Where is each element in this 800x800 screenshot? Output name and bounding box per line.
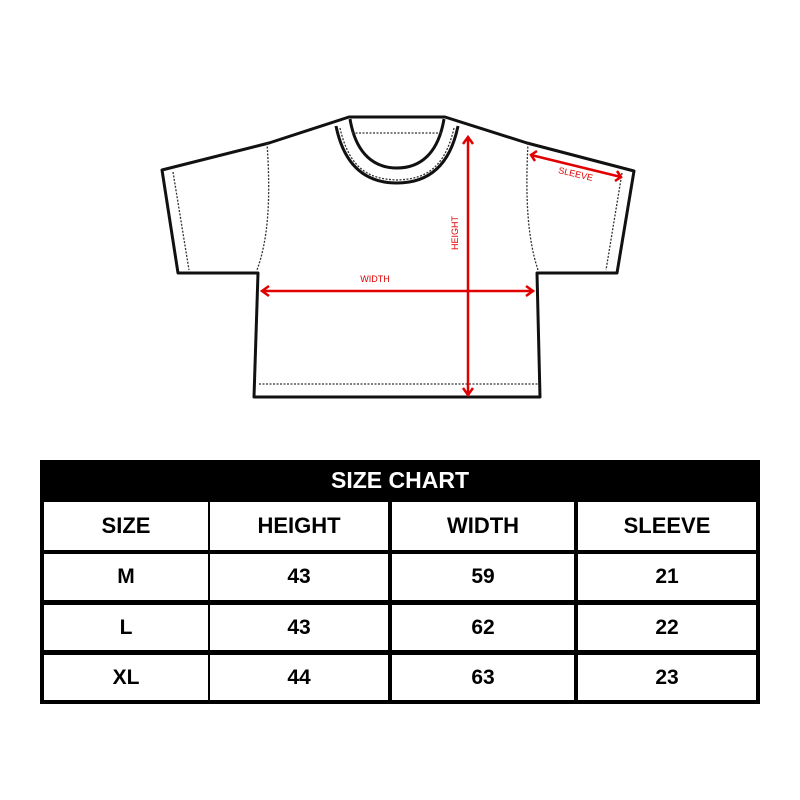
stitching (172, 127, 623, 385)
height-arrow (461, 134, 475, 398)
table-cell: L (44, 605, 208, 650)
table-title: SIZE CHART (331, 467, 469, 493)
size-chart-table: SIZE CHART SIZE HEIGHT WIDTH SLEEVE M 43 59 21 L… (40, 460, 760, 704)
column-header: WIDTH (392, 502, 574, 550)
column-header: SIZE (44, 502, 208, 550)
table-cell: XL (44, 655, 208, 700)
table-cell: 22 (578, 605, 756, 650)
table-cell: 62 (392, 605, 574, 650)
table-cell: 23 (578, 655, 756, 700)
column-header: HEIGHT (210, 502, 388, 550)
height-label: HEIGHT (450, 216, 460, 251)
table-cell: 59 (392, 554, 574, 600)
tshirt-diagram: WIDTH HEIGHT SLEEVE (160, 115, 636, 399)
tshirt-outline (160, 115, 636, 399)
table-cell: 43 (210, 605, 388, 650)
column-header: SLEEVE (578, 502, 756, 550)
table-cell: 21 (578, 554, 756, 600)
table-cell: M (44, 554, 208, 600)
table-cell: 63 (392, 655, 574, 700)
measurement-arrows (259, 134, 623, 398)
width-label: WIDTH (360, 274, 390, 284)
table-cell: 44 (210, 655, 388, 700)
table-cell: 43 (210, 554, 388, 600)
sleeve-arrow (529, 149, 623, 183)
width-arrow (259, 284, 536, 298)
